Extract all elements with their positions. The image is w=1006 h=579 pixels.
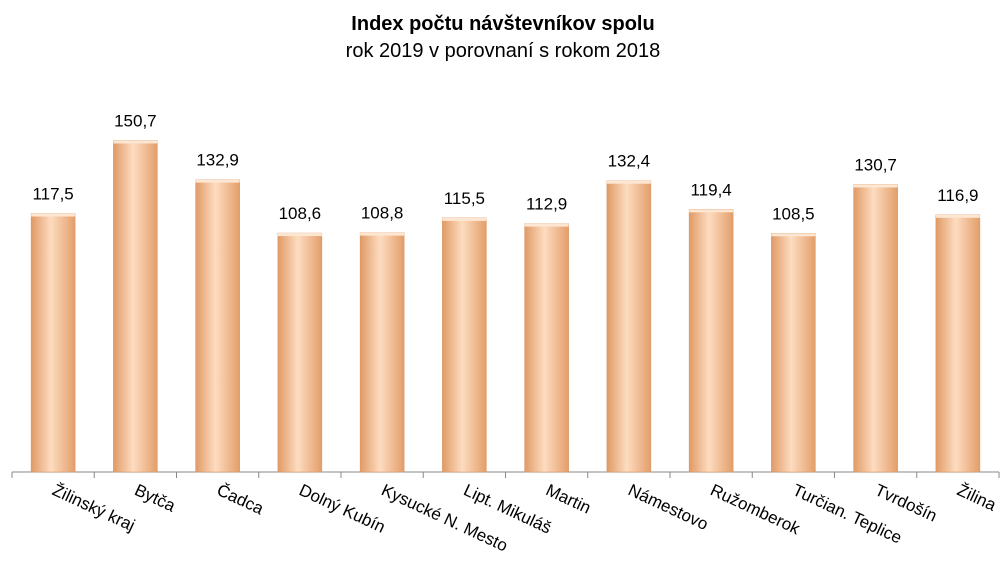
data-label: 150,7 <box>114 111 157 130</box>
bar <box>935 214 981 473</box>
data-label: 115,5 <box>444 189 485 208</box>
bar <box>688 209 734 473</box>
x-tick-label: Námestovo <box>625 480 711 534</box>
x-tick-label: Čadca <box>214 480 267 518</box>
data-label: 116,9 <box>937 186 978 205</box>
bar-top <box>689 209 734 213</box>
bar-top <box>442 217 487 221</box>
bar <box>30 213 76 473</box>
x-tick-label: Martin <box>543 480 594 517</box>
bar-top <box>113 140 158 144</box>
bar <box>277 232 323 473</box>
data-label: 132,9 <box>196 151 239 170</box>
bar <box>359 232 405 473</box>
data-label: 132,4 <box>608 152 651 171</box>
data-label: 108,6 <box>279 204 322 223</box>
data-label: 117,5 <box>32 185 73 204</box>
data-label: 108,5 <box>772 204 815 223</box>
bar-top <box>771 233 816 237</box>
bar-top <box>524 223 569 227</box>
x-tick-label: Bytča <box>132 480 179 515</box>
bar <box>195 179 240 473</box>
bar <box>113 140 158 473</box>
bar-top <box>935 214 980 218</box>
chart-subtitle: rok 2019 v porovnaní s rokom 2018 <box>346 40 661 62</box>
bar <box>442 217 487 473</box>
bar <box>606 180 652 473</box>
data-label: 108,8 <box>361 204 404 223</box>
data-label: 119,4 <box>690 180 731 199</box>
bar-top <box>853 184 898 188</box>
x-tick-label: Žilina <box>954 480 999 515</box>
bar-top <box>606 180 651 184</box>
bar <box>853 184 898 473</box>
bar-top <box>360 232 405 236</box>
chart-title: Index počtu návštevníkov spolu <box>351 13 654 35</box>
bar-top <box>31 213 76 217</box>
bar-top <box>195 179 240 183</box>
x-tick-label: Dolný Kubín <box>296 480 388 536</box>
x-tick-label: Žilinský kraj <box>49 480 138 535</box>
bar-top <box>277 233 322 237</box>
data-label: 112,9 <box>526 195 567 214</box>
bar <box>771 233 816 473</box>
data-label: 130,7 <box>854 155 897 174</box>
x-tick-label: Ružomberok <box>707 480 803 538</box>
bar <box>524 223 569 473</box>
